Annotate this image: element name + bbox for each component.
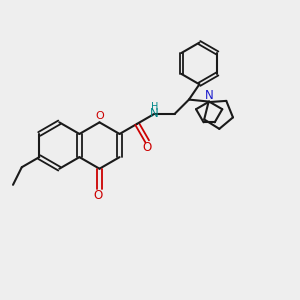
Text: O: O <box>95 111 104 121</box>
Text: H: H <box>151 102 158 112</box>
Text: N: N <box>150 107 159 120</box>
Text: N: N <box>205 89 214 102</box>
Text: O: O <box>142 141 152 154</box>
Text: O: O <box>93 189 103 202</box>
